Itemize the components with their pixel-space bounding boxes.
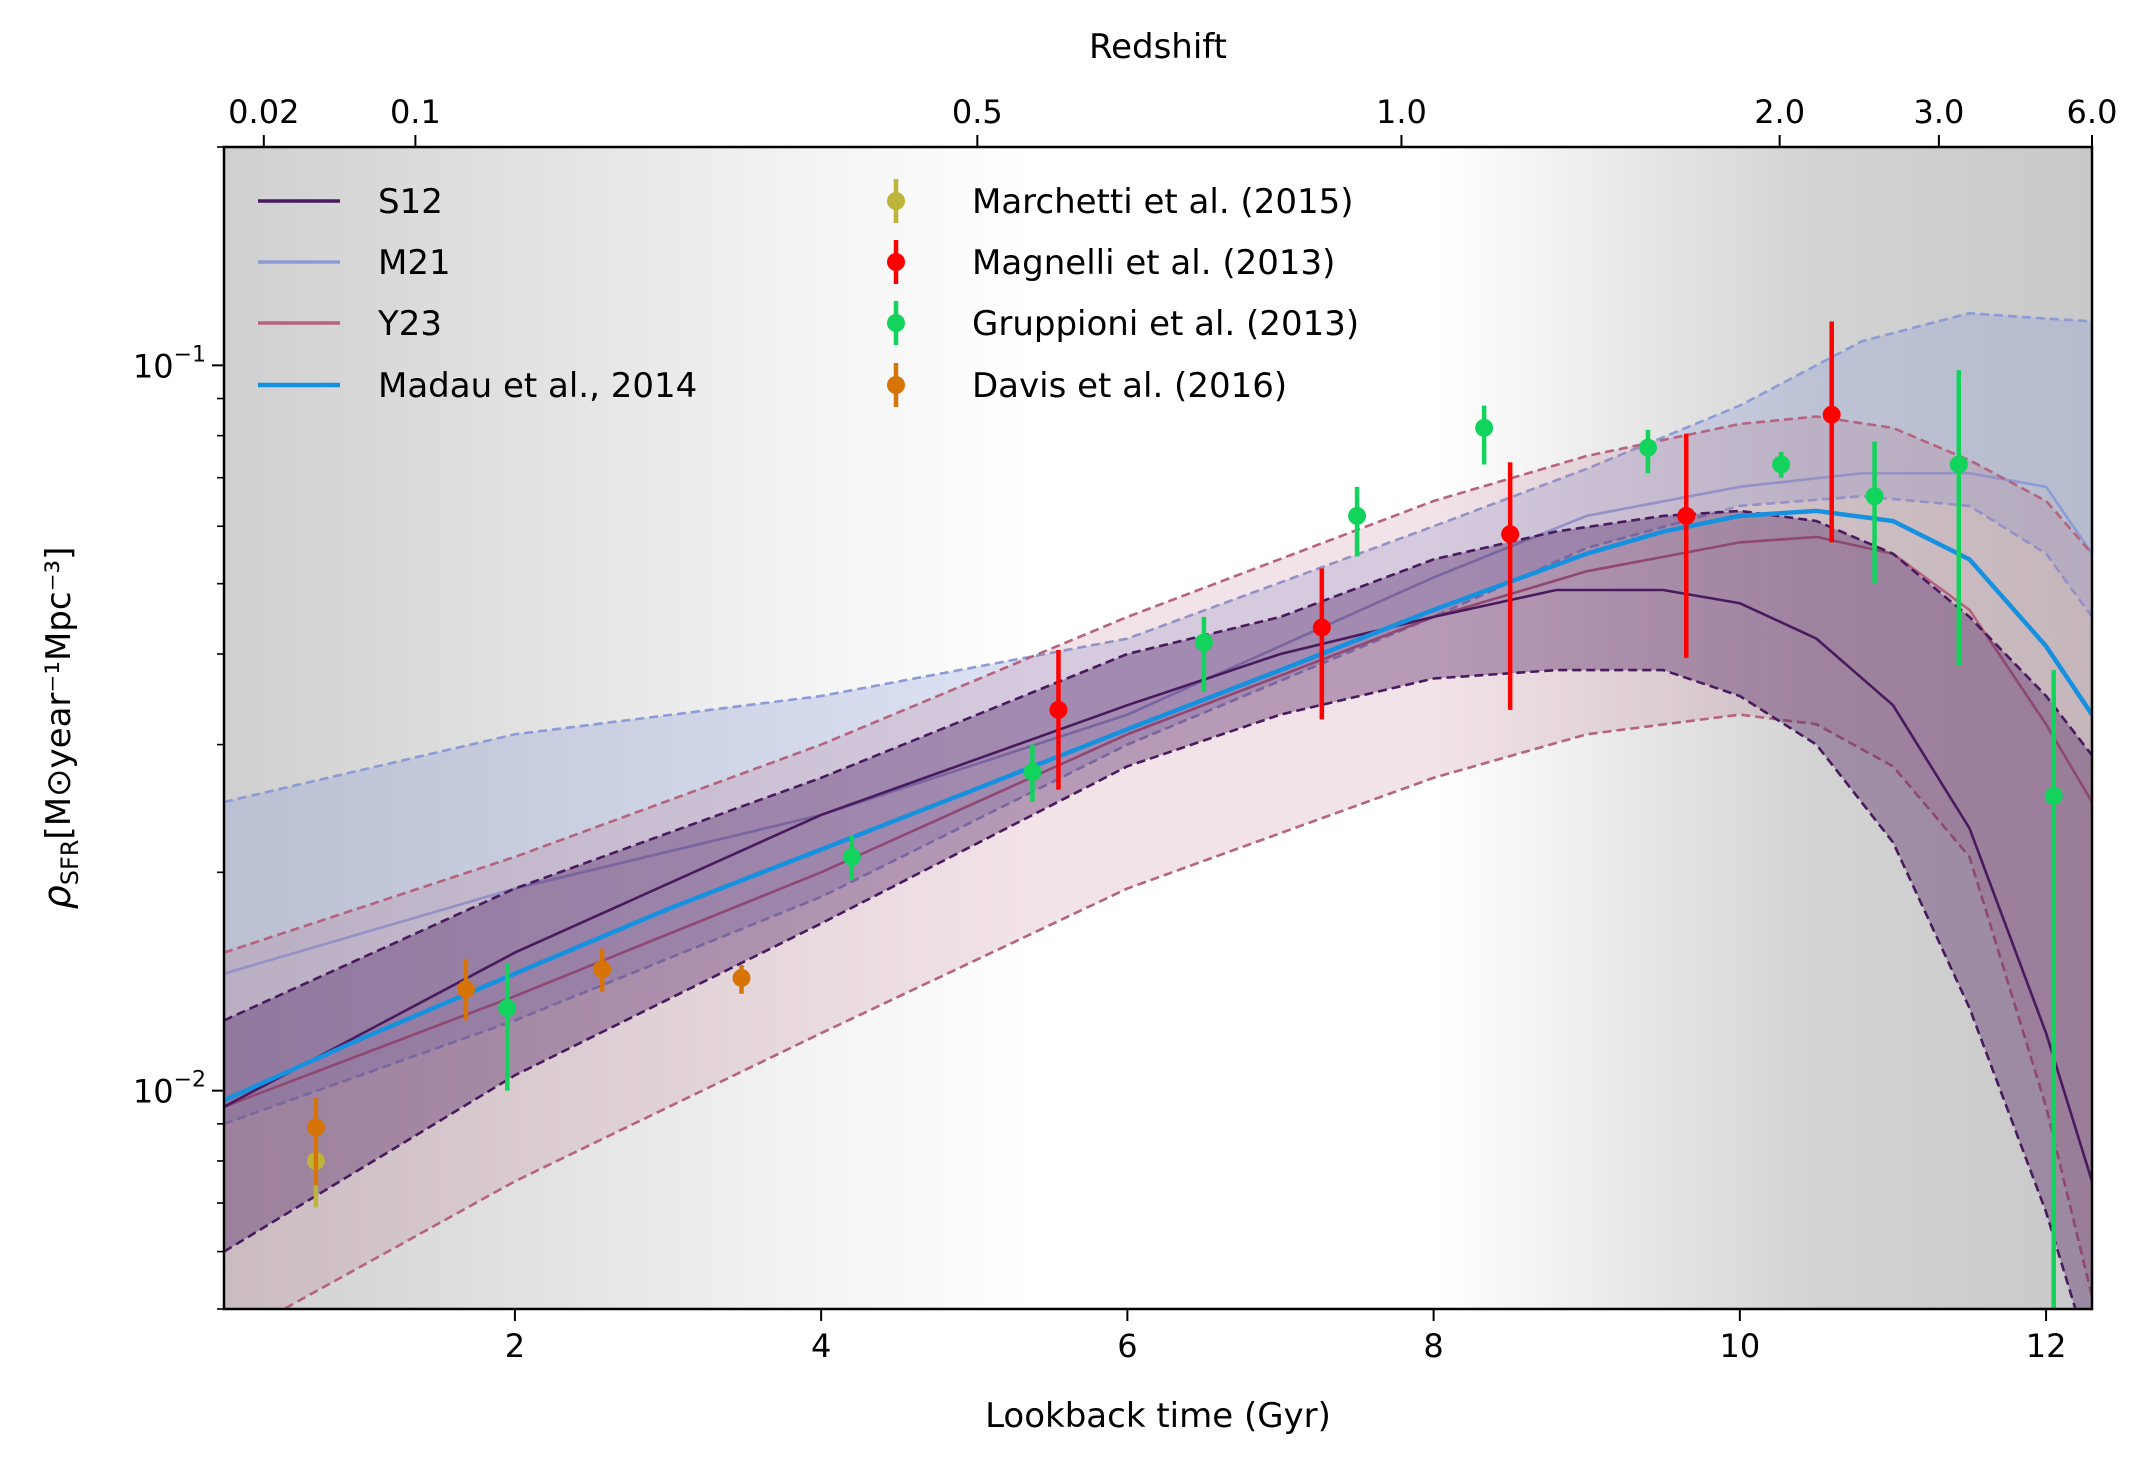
legend-marker-davis xyxy=(887,376,905,394)
x-tick-label-1: 4 xyxy=(811,1327,831,1365)
top-axis-title: Redshift xyxy=(1089,27,1227,67)
axes: 2 4 6 8 10 12 0.02 0.1 0.5 1.0 2.0 3.0 6.0 10−1 10−2 xyxy=(133,93,2118,1365)
x-tick-label-2: 6 xyxy=(1117,1327,1137,1365)
x-tick-label-4: 10 xyxy=(1719,1327,1760,1365)
madau-median-line xyxy=(224,508,2092,1103)
gruppioni-point-10 xyxy=(2044,786,2063,805)
m21-median-line xyxy=(224,471,2092,975)
legend-label-magnelli: Magnelli et al. (2013) xyxy=(972,243,1335,283)
top-tick-label-4: 2.0 xyxy=(1754,93,1805,131)
y-tick-label-0: 10−1 xyxy=(133,342,206,385)
y-axis-title-unit: [M⊙year⁻¹Mpc⁻³] xyxy=(39,547,79,840)
x-tick-label-5: 12 xyxy=(2026,1327,2067,1365)
magnelli-point-2 xyxy=(1501,525,1520,544)
davis-point-1 xyxy=(456,980,475,999)
plot-area xyxy=(224,311,2092,1309)
legend-label-gruppioni: Gruppioni et al. (2013) xyxy=(972,304,1359,344)
legend-label-madau: Madau et al., 2014 xyxy=(378,366,697,406)
x-axis-title: Lookback time (Gyr) xyxy=(985,1396,1331,1436)
top-tick-label-2: 0.5 xyxy=(952,93,1003,131)
top-tick-label-0: 0.02 xyxy=(228,93,299,131)
y-axis-title: ρSFR[M⊙year⁻¹Mpc⁻³] xyxy=(35,547,84,910)
davis-point-3 xyxy=(732,968,751,987)
legend: S12 M21 Y23 Madau et al., 2014 Marchetti et … xyxy=(258,179,1359,407)
legend-marker-marchetti xyxy=(887,192,905,210)
m21-upper-bound-line xyxy=(224,311,2092,804)
s12-median-line xyxy=(224,588,2092,1182)
davis-point-0 xyxy=(306,1118,325,1137)
gruppioni-point-2 xyxy=(1023,763,1042,782)
y23-upper-bound-line xyxy=(224,415,2092,954)
legend-label-marchetti: Marchetti et al. (2015) xyxy=(972,182,1354,222)
magnelli-point-3 xyxy=(1677,506,1696,525)
legend-marker-magnelli xyxy=(887,253,905,271)
magnelli-point-4 xyxy=(1822,405,1841,424)
y-axis-title-symbol: ρ xyxy=(35,885,79,909)
legend-label-davis: Davis et al. (2016) xyxy=(972,366,1287,406)
y23-lower-bound-line xyxy=(281,713,2092,1309)
s12-lower-bound-line xyxy=(224,668,2077,1309)
top-tick-label-1: 0.1 xyxy=(390,93,441,131)
gruppioni-point-4 xyxy=(1348,506,1367,525)
gruppioni-point-9 xyxy=(1949,455,1968,474)
x-tick-label-3: 8 xyxy=(1423,1327,1443,1365)
top-tick-label-5: 3.0 xyxy=(1913,93,1964,131)
davis-point-2 xyxy=(593,960,612,979)
top-tick-label-3: 1.0 xyxy=(1376,93,1427,131)
gruppioni-point-1 xyxy=(842,847,861,866)
plot-background xyxy=(224,147,2092,1309)
gruppioni-point-5 xyxy=(1475,418,1494,437)
gruppioni-point-7 xyxy=(1772,455,1791,474)
y-tick-label-1: 10−2 xyxy=(133,1068,206,1111)
plot-frame xyxy=(222,145,2094,1311)
legend-label-m21: M21 xyxy=(378,243,451,283)
y-axis-title-subscript: SFR xyxy=(56,840,84,886)
magnelli-point-1 xyxy=(1312,618,1331,637)
magnelli-point-0 xyxy=(1049,700,1068,719)
gruppioni-point-6 xyxy=(1638,438,1657,457)
s12-confidence-band xyxy=(224,510,2092,1309)
top-tick-label-6: 6.0 xyxy=(2067,93,2118,131)
gruppioni-point-3 xyxy=(1194,633,1213,652)
x-tick-label-0: 2 xyxy=(505,1327,525,1365)
legend-marker-gruppioni xyxy=(887,314,905,332)
y23-confidence-band xyxy=(224,416,2092,1309)
gruppioni-point-8 xyxy=(1865,487,1884,506)
legend-label-s12: S12 xyxy=(378,182,443,222)
legend-label-y23: Y23 xyxy=(377,304,442,344)
gruppioni-point-0 xyxy=(498,999,517,1018)
